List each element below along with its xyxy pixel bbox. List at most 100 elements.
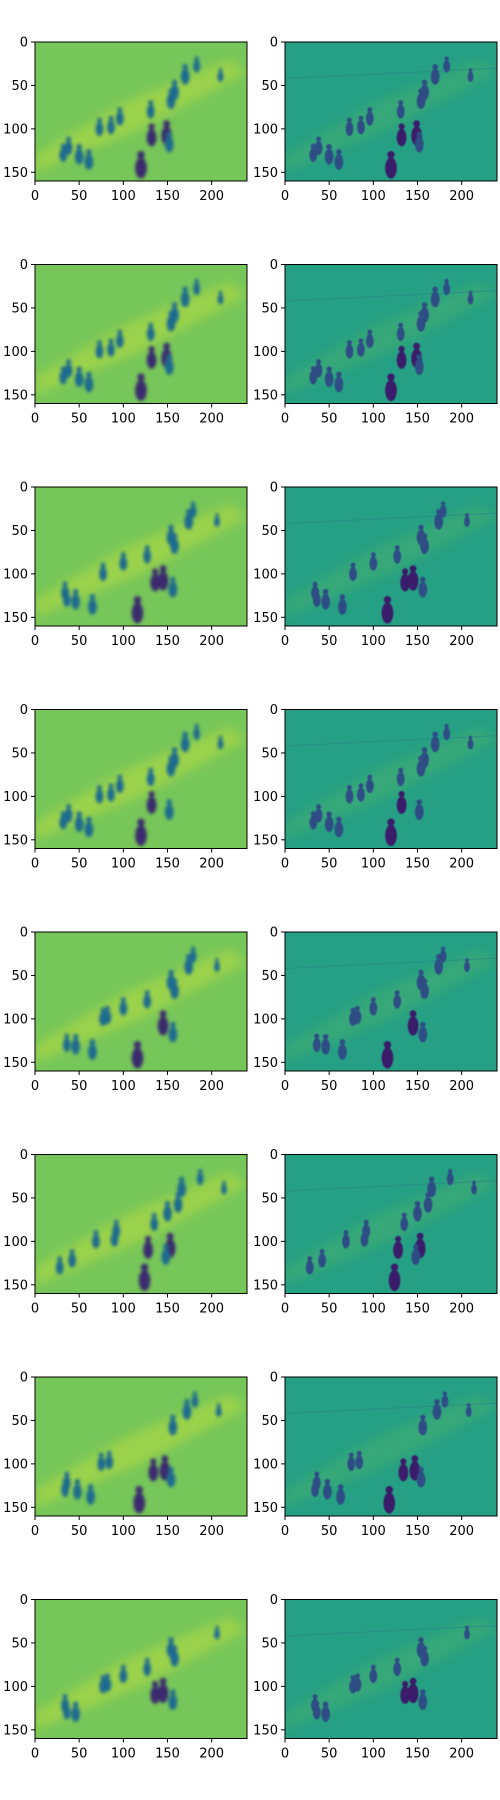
figure-blob: [411, 1249, 421, 1265]
figure-blob: [321, 593, 331, 610]
y-tick-label: 50: [261, 301, 278, 316]
axes-frame: [284, 1376, 498, 1517]
figure-head: [348, 1452, 354, 1458]
figure-head: [316, 136, 322, 142]
image-area: [285, 487, 497, 626]
figure-blob: [464, 516, 470, 528]
y-tick-label: 150: [3, 1056, 28, 1071]
image-band: [35, 504, 247, 618]
figure-head: [363, 1219, 369, 1225]
figure-blob: [336, 1488, 346, 1505]
axes-frame: [284, 931, 498, 1072]
figure-blob: [418, 1419, 428, 1436]
figure-blob: [309, 370, 318, 385]
figure-head: [66, 804, 72, 810]
figure-blob: [334, 821, 344, 838]
figure-head: [412, 1244, 419, 1250]
image-band: [285, 1171, 497, 1285]
figure-head: [198, 1168, 203, 1174]
figure-head: [421, 79, 428, 86]
axes-frame: [284, 41, 498, 182]
figure-blob: [418, 1026, 428, 1043]
figure-head: [182, 286, 188, 293]
figure-head: [444, 278, 449, 284]
figure-head: [398, 100, 404, 106]
image-figures: [59, 56, 224, 179]
figure-blob: [135, 379, 147, 402]
x-tick-label: 100: [111, 1524, 136, 1539]
figure-head: [137, 373, 145, 381]
figure-head: [74, 1478, 81, 1485]
figure-head: [358, 783, 364, 789]
image-band: [35, 726, 247, 840]
image-area: [285, 1154, 497, 1294]
figure-blob: [180, 68, 190, 85]
figure-head: [148, 123, 155, 130]
figure-head: [326, 143, 332, 150]
figure-blob: [214, 516, 220, 528]
figure-head: [120, 997, 126, 1003]
figure-blob: [184, 513, 194, 530]
figure-blob: [430, 736, 440, 753]
figure-blob: [385, 379, 397, 402]
figure-head: [310, 143, 316, 149]
figure-blob: [170, 538, 179, 555]
x-tick-label: 0: [281, 1524, 289, 1539]
figure-head: [62, 581, 68, 587]
x-tick-label: 50: [71, 1079, 88, 1094]
figure-head: [163, 342, 171, 350]
figure-blob: [400, 1216, 409, 1232]
figure-blob: [388, 1269, 401, 1292]
figure-head: [312, 581, 318, 587]
y-tick-label: 100: [3, 790, 28, 805]
image-figures: [311, 1625, 470, 1723]
figure-head: [420, 1021, 426, 1028]
figure-blob: [168, 1026, 178, 1043]
figure-head: [190, 501, 196, 506]
figure-head: [465, 958, 469, 962]
figure-blob: [95, 789, 104, 804]
figure-blob: [214, 1628, 220, 1640]
figure-head: [336, 816, 342, 823]
y-tick-label: 0: [270, 481, 278, 496]
figure-head: [108, 115, 114, 121]
figure-blob: [360, 1232, 369, 1247]
figure-head: [314, 1033, 320, 1039]
x-tick-label: 100: [361, 1524, 386, 1539]
figure-blob: [146, 796, 157, 814]
figure-head: [86, 816, 92, 823]
figure-head: [337, 1484, 344, 1490]
figure-head: [218, 735, 223, 740]
figure-blob: [215, 1406, 222, 1418]
figure-blob: [189, 505, 197, 518]
figure-head: [64, 1033, 70, 1039]
y-tick-label: 150: [253, 611, 278, 626]
figure-blob: [221, 1183, 227, 1195]
figure-head: [148, 322, 154, 328]
figure-head: [194, 278, 199, 284]
figure-blob: [349, 1011, 357, 1026]
figure-blob: [74, 816, 84, 833]
figure-head: [171, 79, 178, 86]
figure-head: [185, 954, 192, 960]
figure-blob: [99, 566, 107, 581]
figure-head: [120, 1664, 126, 1670]
y-tick-label: 100: [3, 1235, 28, 1250]
y-tick-label: 0: [20, 703, 28, 718]
figure-head: [215, 1625, 219, 1630]
figure-head: [411, 1455, 419, 1463]
figure-head: [100, 1007, 106, 1013]
figure-blob: [157, 1683, 169, 1704]
y-tick-label: 50: [11, 524, 28, 539]
figure-head: [310, 366, 316, 372]
figure-blob: [396, 771, 405, 787]
x-tick-label: 200: [449, 1302, 474, 1317]
figure-head: [215, 513, 219, 517]
panel-8-right: 0 50 100 150 200 0 50 100 150: [253, 1593, 498, 1762]
figure-head: [148, 345, 155, 353]
panel-5-left: 0 50 100 150 200 0 50 100 150: [3, 926, 248, 1094]
y-tick-label: 150: [3, 1723, 28, 1738]
image-area: [35, 487, 247, 626]
figure-blob: [217, 293, 224, 305]
figure-blob: [420, 983, 429, 1000]
